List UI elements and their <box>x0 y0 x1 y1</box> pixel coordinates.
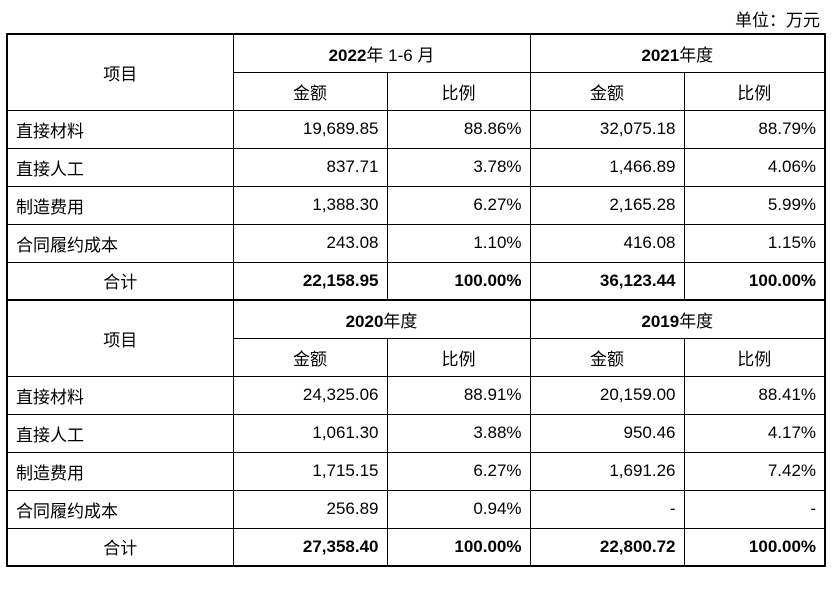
row-label: 合同履约成本 <box>6 489 234 529</box>
total-amount-cell: 22,800.72 <box>529 527 685 567</box>
column-header-row: 金额 比例 金额 比例 <box>7 337 827 377</box>
ratio-cell: 88.91% <box>386 375 531 415</box>
row-label: 制造费用 <box>6 451 234 491</box>
period-header: 2020年度 <box>232 299 531 339</box>
total-ratio-cell: 100.00% <box>386 261 531 301</box>
period-header: 2021年度 <box>529 33 827 73</box>
amount-header: 金额 <box>529 337 685 377</box>
row-label: 直接材料 <box>6 109 234 149</box>
amount-header: 金额 <box>232 71 388 111</box>
ratio-header: 比例 <box>386 71 531 111</box>
total-ratio-cell: 100.00% <box>683 261 827 301</box>
amount-header: 金额 <box>529 71 685 111</box>
period-header: 2019年度 <box>529 299 827 339</box>
total-ratio-cell: 100.00% <box>386 527 531 567</box>
amount-cell: 256.89 <box>232 489 388 529</box>
ratio-cell: 4.17% <box>683 413 827 453</box>
ratio-cell: 5.99% <box>683 185 827 225</box>
amount-cell: 20,159.00 <box>529 375 685 415</box>
total-label: 合计 <box>6 527 234 567</box>
period-header-row: 项目 2022年 1-6 月 2021年度 <box>6 33 827 111</box>
row-label: 制造费用 <box>6 185 234 225</box>
ratio-cell: 88.41% <box>683 375 827 415</box>
ratio-cell: 3.88% <box>386 413 531 453</box>
amount-cell: 24,325.06 <box>232 375 388 415</box>
table-row: 合同履约成本 256.89 0.94% - - <box>6 489 827 529</box>
ratio-cell: 88.79% <box>683 109 827 149</box>
amount-cell: 32,075.18 <box>529 109 685 149</box>
amount-cell: 2,165.28 <box>529 185 685 225</box>
table-row: 直接人工 837.71 3.78% 1,466.89 4.06% <box>6 147 827 187</box>
ratio-cell: 1.15% <box>683 223 827 263</box>
ratio-cell: 3.78% <box>386 147 531 187</box>
amount-cell: 1,691.26 <box>529 451 685 491</box>
row-label: 直接人工 <box>6 147 234 187</box>
table-row: 制造费用 1,388.30 6.27% 2,165.28 5.99% <box>6 185 827 225</box>
table-row: 直接材料 24,325.06 88.91% 20,159.00 88.41% <box>6 375 827 415</box>
amount-cell: 416.08 <box>529 223 685 263</box>
amount-cell: 1,715.15 <box>232 451 388 491</box>
amount-cell: 950.46 <box>529 413 685 453</box>
period-year: 2019 <box>641 311 680 331</box>
total-amount-cell: 27,358.40 <box>232 527 388 567</box>
total-amount-cell: 22,158.95 <box>232 261 388 301</box>
ratio-cell: 1.10% <box>386 223 531 263</box>
column-header-row: 金额 比例 金额 比例 <box>7 71 827 111</box>
amount-cell: 1,466.89 <box>529 147 685 187</box>
period-suffix: 年度 <box>679 45 714 65</box>
table-row: 直接人工 1,061.30 3.88% 950.46 4.17% <box>6 413 827 453</box>
cost-structure-table: 项目 2022年 1-6 月 2021年度 金额 比例 金额 比例 直接材料 1… <box>6 33 827 567</box>
amount-cell: 1,388.30 <box>232 185 388 225</box>
row-label: 合同履约成本 <box>6 223 234 263</box>
period-year: 2022 <box>328 45 367 65</box>
ratio-cell: - <box>683 489 827 529</box>
ratio-cell: 7.42% <box>683 451 827 491</box>
ratio-header: 比例 <box>683 337 827 377</box>
total-ratio-cell: 100.00% <box>683 527 827 567</box>
amount-cell: - <box>529 489 685 529</box>
amount-header: 金额 <box>232 337 388 377</box>
ratio-header: 比例 <box>683 71 827 111</box>
ratio-cell: 88.86% <box>386 109 531 149</box>
amount-cell: 243.08 <box>232 223 388 263</box>
period-suffix: 年 1-6 月 <box>366 45 435 65</box>
table-row: 制造费用 1,715.15 6.27% 1,691.26 7.42% <box>6 451 827 491</box>
unit-label: 单位：万元 <box>735 11 820 30</box>
row-label: 直接人工 <box>6 413 234 453</box>
item-header: 项目 <box>6 299 234 377</box>
ratio-cell: 6.27% <box>386 185 531 225</box>
ratio-cell: 0.94% <box>386 489 531 529</box>
period-header-row: 项目 2020年度 2019年度 <box>6 299 827 377</box>
table-row: 合同履约成本 243.08 1.10% 416.08 1.15% <box>6 223 827 263</box>
period-header: 2022年 1-6 月 <box>232 33 531 73</box>
period-suffix: 年度 <box>383 311 418 331</box>
period-year: 2021 <box>641 45 680 65</box>
ratio-cell: 6.27% <box>386 451 531 491</box>
amount-cell: 837.71 <box>232 147 388 187</box>
period-year: 2020 <box>345 311 384 331</box>
total-label: 合计 <box>6 261 234 301</box>
total-amount-cell: 36,123.44 <box>529 261 685 301</box>
ratio-header: 比例 <box>386 337 531 377</box>
total-row: 合计 27,358.40 100.00% 22,800.72 100.00% <box>6 527 827 567</box>
ratio-cell: 4.06% <box>683 147 827 187</box>
amount-cell: 1,061.30 <box>232 413 388 453</box>
total-row: 合计 22,158.95 100.00% 36,123.44 100.00% <box>6 261 827 301</box>
amount-cell: 19,689.85 <box>232 109 388 149</box>
row-label: 直接材料 <box>6 375 234 415</box>
table-row: 直接材料 19,689.85 88.86% 32,075.18 88.79% <box>6 109 827 149</box>
period-suffix: 年度 <box>679 311 714 331</box>
item-header: 项目 <box>6 33 234 111</box>
